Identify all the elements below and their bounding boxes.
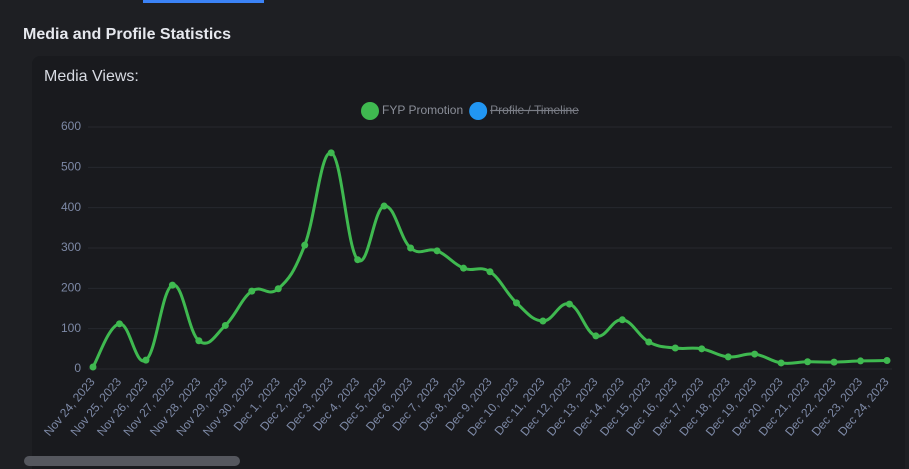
scrollbar[interactable]: [24, 456, 240, 466]
point: [698, 345, 706, 353]
point: [115, 320, 123, 328]
point: [221, 321, 229, 329]
point: [565, 300, 573, 308]
y-tick-label: 100: [61, 321, 81, 335]
point: [407, 244, 415, 252]
point: [883, 357, 891, 365]
y-tick-label: 0: [74, 361, 81, 375]
legend-label: FYP Promotion: [382, 103, 463, 117]
point: [539, 317, 547, 325]
section-title: Media and Profile Statistics: [23, 26, 231, 43]
point: [751, 350, 759, 358]
point: [512, 299, 520, 307]
y-tick-label: 200: [61, 281, 81, 295]
point: [618, 316, 626, 324]
chart-card: [32, 56, 905, 469]
point: [777, 359, 785, 367]
point: [274, 285, 282, 293]
legend-label: Profile / Timeline: [490, 103, 579, 117]
point: [460, 264, 468, 272]
point: [301, 241, 309, 249]
line: [91, 151, 888, 368]
active-tab-indicator: [143, 0, 264, 3]
point: [380, 202, 388, 210]
point: [248, 287, 256, 295]
point: [592, 332, 600, 340]
point: [671, 344, 679, 352]
point: [857, 357, 865, 365]
point: [724, 353, 732, 361]
point: [804, 358, 812, 366]
y-tick-label: 400: [61, 200, 81, 214]
y-tick-label: 600: [61, 119, 81, 133]
point: [89, 363, 97, 371]
point: [830, 358, 838, 366]
y-tick-label: 300: [61, 240, 81, 254]
chart-title: Media Views:: [44, 68, 139, 85]
y-tick-label: 500: [61, 160, 81, 174]
point: [433, 247, 441, 255]
point: [168, 281, 176, 289]
point: [354, 256, 362, 264]
legend-swatch: [469, 102, 488, 120]
point: [486, 268, 494, 276]
point: [327, 149, 335, 157]
legend-swatch: [361, 102, 379, 120]
point: [142, 356, 150, 364]
point: [195, 337, 203, 345]
point: [645, 338, 653, 346]
